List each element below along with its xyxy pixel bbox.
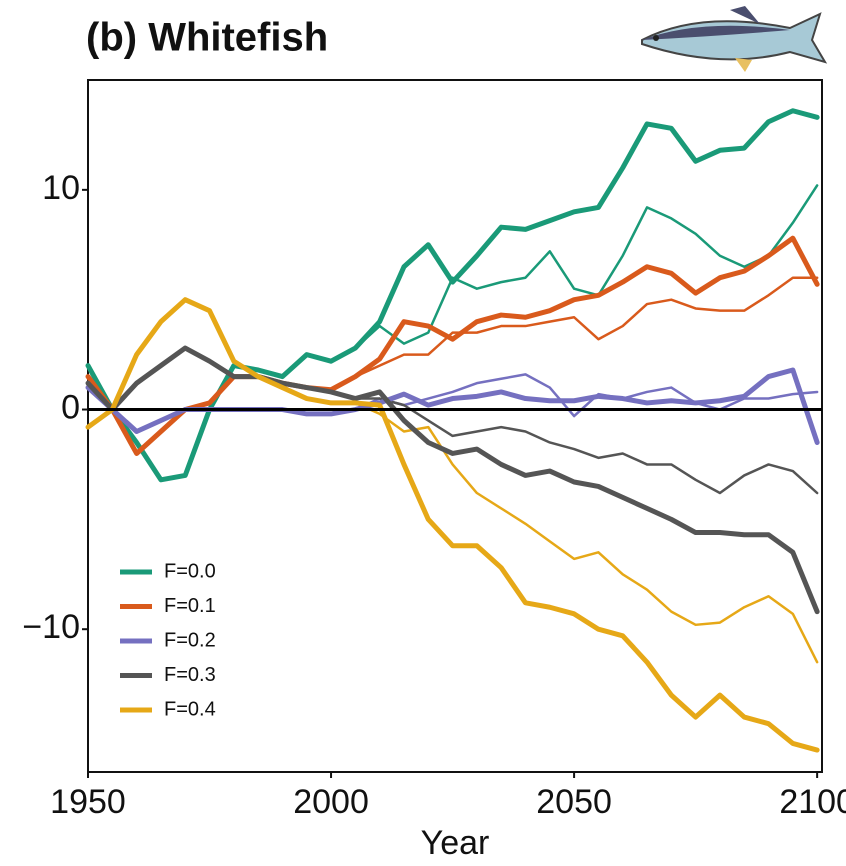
y-tick-label: 10 <box>42 169 80 207</box>
series-line <box>86 346 819 495</box>
fish-icon <box>641 6 828 72</box>
series-line <box>85 108 820 483</box>
chart-title: (b) Whitefish <box>86 16 328 60</box>
legend-label: F=0.3 <box>164 664 216 686</box>
series-line <box>85 345 820 615</box>
legend-label: F=0.4 <box>164 698 216 720</box>
x-tick-label: 2000 <box>293 783 369 821</box>
legend-label: F=0.1 <box>164 595 216 617</box>
x-axis-label: Year <box>421 824 490 862</box>
y-tick-label: 0 <box>61 389 80 427</box>
y-tick-label: −10 <box>22 608 80 646</box>
legend-label: F=0.2 <box>164 629 216 651</box>
legend-label: F=0.0 <box>164 560 216 582</box>
series-line <box>85 297 820 753</box>
x-tick-label: 2050 <box>536 783 612 821</box>
x-tick-label: 2100 <box>779 783 846 821</box>
series-line <box>85 235 820 456</box>
x-tick-label: 1950 <box>50 783 126 821</box>
